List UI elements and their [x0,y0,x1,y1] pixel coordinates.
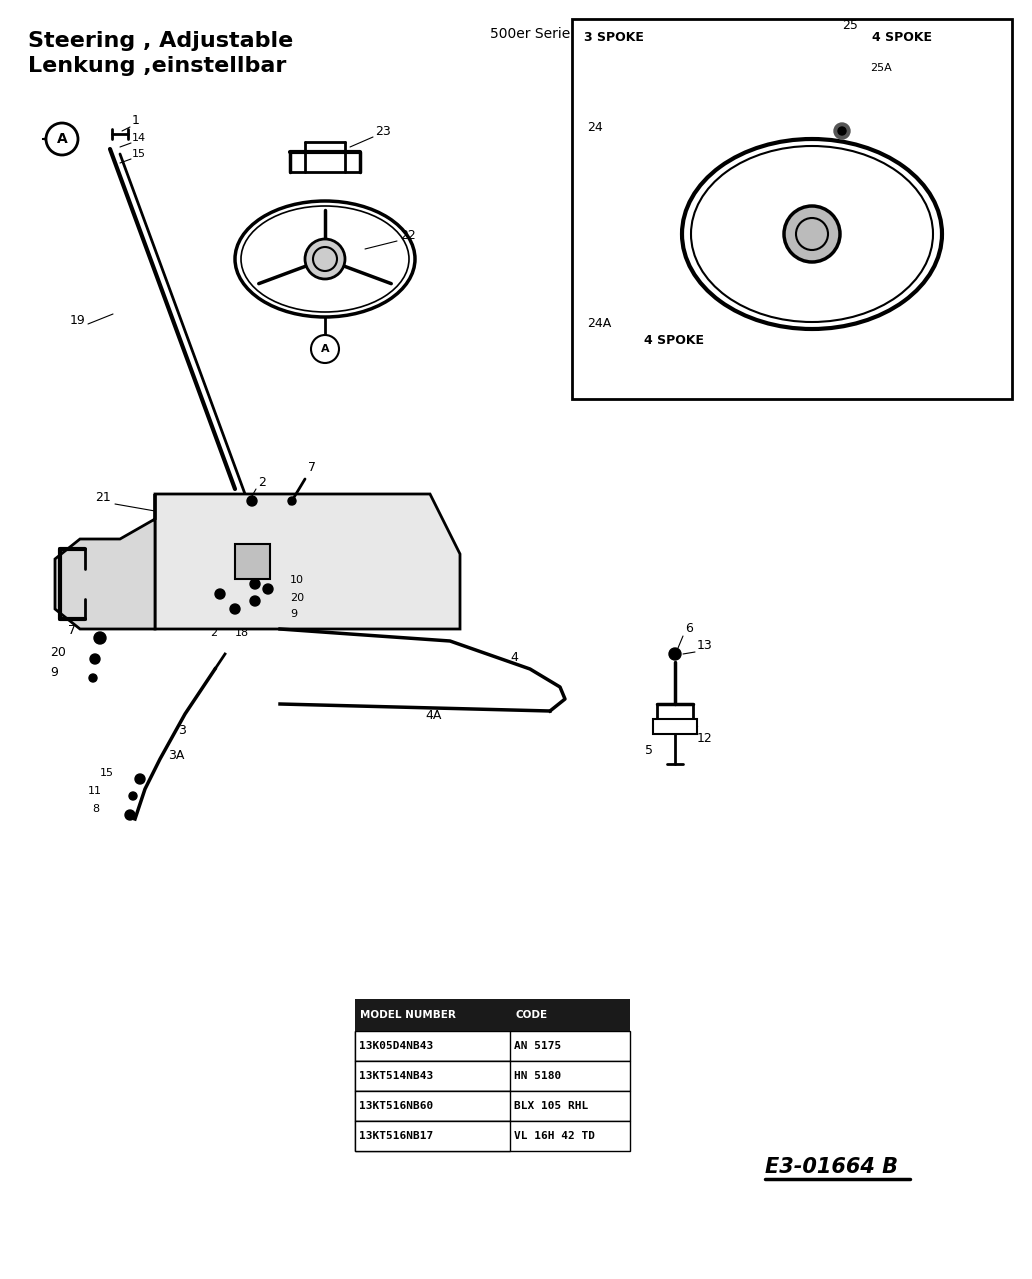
Circle shape [784,206,840,262]
Text: 3 SPOKE: 3 SPOKE [584,31,644,43]
Text: VL 16H 42 TD: VL 16H 42 TD [514,1131,595,1141]
Text: 8: 8 [92,804,99,813]
Bar [355,1120,510,1151]
Text: 500er Serie: 500er Serie [490,27,571,41]
Circle shape [247,496,257,506]
Text: 9: 9 [290,609,297,619]
Text: 23: 23 [375,125,391,138]
Text: 4: 4 [510,651,518,664]
Text: CODE: CODE [515,1010,547,1019]
Text: 24: 24 [587,122,603,134]
Text: Steering , Adjustable: Steering , Adjustable [28,31,293,51]
Text: 9: 9 [50,666,58,679]
Text: 22: 22 [400,229,416,242]
Text: 2: 2 [258,476,266,489]
Text: 24A: 24A [587,317,611,330]
Text: AN 5175: AN 5175 [514,1041,561,1051]
Text: 14: 14 [132,133,147,143]
Text: 4 SPOKE: 4 SPOKE [644,334,704,347]
Text: HN 5180: HN 5180 [514,1071,561,1081]
Circle shape [230,604,240,614]
Bar [355,999,630,1031]
Text: 10: 10 [290,576,304,585]
Text: 25: 25 [842,19,858,32]
Circle shape [669,648,681,660]
Text: Lenkung ,einstellbar: Lenkung ,einstellbar [28,56,286,75]
Text: 7: 7 [308,460,316,475]
Circle shape [288,498,296,505]
Bar [355,1062,630,1091]
Circle shape [311,335,338,363]
Circle shape [305,239,345,279]
Polygon shape [55,494,155,629]
Text: 4A: 4A [425,709,442,723]
Circle shape [90,654,100,664]
Circle shape [94,632,106,645]
Bar [572,19,1012,399]
Circle shape [834,123,850,139]
Text: 18: 18 [235,628,249,638]
Text: A: A [57,132,67,146]
Bar [235,544,270,579]
Bar [653,719,697,734]
Text: 12: 12 [697,732,713,744]
Circle shape [250,579,260,590]
Text: 5: 5 [645,744,653,757]
Text: 7: 7 [68,624,76,637]
Bar [355,1091,510,1120]
Circle shape [135,774,146,784]
Text: 25A: 25A [870,63,892,73]
Text: 21: 21 [95,491,110,504]
Text: 11: 11 [88,787,102,796]
Text: 4 SPOKE: 4 SPOKE [872,31,932,43]
Circle shape [250,596,260,606]
Bar [355,1120,630,1151]
Text: 13KT516NB60: 13KT516NB60 [359,1101,433,1111]
Circle shape [263,585,273,593]
Circle shape [89,674,97,682]
Text: 13K05D4NB43: 13K05D4NB43 [359,1041,433,1051]
Circle shape [838,127,846,136]
Text: 13KT514NB43: 13KT514NB43 [359,1071,433,1081]
Circle shape [46,123,78,155]
Text: 3: 3 [178,724,186,737]
Text: 1: 1 [132,114,140,127]
Text: 13: 13 [697,640,713,652]
Text: 13KT516NB17: 13KT516NB17 [359,1131,433,1141]
Circle shape [215,590,225,599]
Text: E3-01664 B: E3-01664 B [765,1157,898,1177]
Text: 20: 20 [50,646,66,659]
Text: 3A: 3A [168,749,185,762]
Bar [355,1031,630,1062]
Bar [355,1031,510,1062]
Bar [355,1062,510,1091]
Text: MODEL NUMBER: MODEL NUMBER [360,1010,456,1019]
Text: 2: 2 [209,628,217,638]
Text: A: A [321,344,329,354]
Text: 15: 15 [100,767,114,778]
Polygon shape [155,494,460,629]
Circle shape [125,810,135,820]
Text: 19: 19 [70,315,86,327]
Bar [355,1091,630,1120]
Text: 20: 20 [290,593,304,602]
Text: 15: 15 [132,148,146,159]
Circle shape [129,792,137,799]
Text: BLX 105 RHL: BLX 105 RHL [514,1101,588,1111]
Text: 6: 6 [685,622,692,634]
